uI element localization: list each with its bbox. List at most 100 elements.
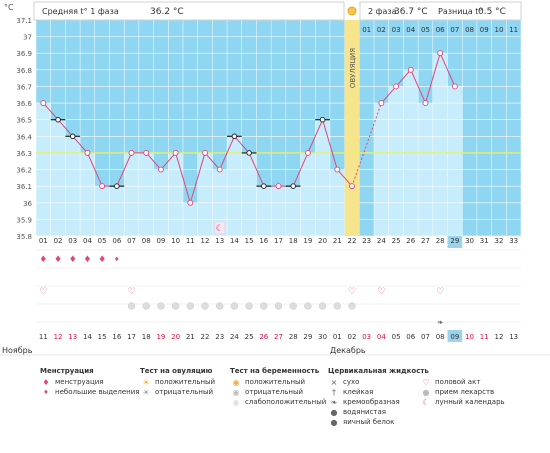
temperature-bar: [315, 119, 330, 236]
legend-other: . ♡половой акт ●прием лекарств ☾лунный к…: [420, 367, 505, 449]
y-tick-label: 37: [23, 34, 32, 42]
legend-item: менструация: [55, 378, 104, 386]
y-tick-label: 36.5: [16, 117, 32, 125]
cycle-day: 29: [450, 237, 459, 245]
bear-positive-icon: ◉: [232, 377, 240, 387]
cycle-day: 17: [274, 237, 283, 245]
legend-item: прием лекарств: [435, 388, 495, 396]
post-ovulation-day: 06: [436, 26, 445, 34]
temperature-bar: [109, 186, 125, 236]
cycle-day: 21: [333, 237, 342, 245]
calendar-date: 10: [465, 333, 474, 341]
temp-point: [128, 149, 135, 156]
temp-point: [393, 83, 400, 90]
temp-point: [55, 116, 61, 123]
y-tick-label: 36.3: [16, 150, 32, 158]
temp-point: [99, 183, 106, 190]
temperature-bar: [50, 119, 66, 236]
temperature-bar: [432, 53, 448, 236]
temperature-line: [42, 102, 353, 205]
pill-icon: [142, 302, 150, 310]
cycle-day: 27: [421, 237, 430, 245]
watery-icon: ●: [330, 407, 338, 417]
calendar-date: 12: [494, 333, 503, 341]
legend-item: лунный календарь: [435, 398, 505, 406]
y-tick-label: 36.2: [16, 167, 32, 175]
temp-point: [157, 166, 164, 173]
calendar-date: 24: [230, 333, 239, 341]
cycle-day: 18: [289, 237, 298, 245]
small-drop-icon: ♦: [43, 388, 49, 396]
temp-point: [172, 149, 179, 156]
cycle-day: 22: [348, 237, 357, 245]
post-ovulation-day: 04: [406, 26, 415, 34]
calendar-date: 06: [406, 333, 415, 341]
egg-white-icon: ●: [330, 417, 338, 427]
y-tick-label: 36.8: [16, 67, 32, 75]
temp-point: [143, 149, 150, 156]
cycle-day: 13: [215, 237, 224, 245]
temperature-bar: [168, 152, 183, 236]
cycle-day: 32: [494, 237, 503, 245]
y-tick-label: 36.6: [16, 100, 32, 108]
phase1-label: Средняя t° 1 фаза: [42, 7, 119, 16]
temp-point: [334, 166, 341, 173]
post-ovulation-day: 11: [509, 26, 518, 34]
temperature-bar: [80, 152, 95, 236]
cycle-day: 25: [392, 237, 401, 245]
calendar-date: 26: [259, 333, 268, 341]
post-ovulation-day: 03: [392, 26, 401, 34]
temp-point: [69, 133, 76, 140]
temp-point: [319, 116, 326, 123]
menstruation-icon: ♦: [83, 255, 91, 265]
post-ovulation-day: 09: [480, 26, 489, 34]
temp-point: [261, 183, 267, 189]
month-november: Ноябрь: [2, 346, 33, 355]
calendar-date: 20: [171, 333, 180, 341]
phase2-box: [359, 1, 522, 21]
legend-item: водянистая: [343, 408, 387, 416]
pill-icon: [127, 302, 136, 310]
heart-icon: ♡: [422, 377, 430, 387]
cycle-day: 03: [68, 237, 77, 245]
calendar-date: 29: [303, 333, 312, 341]
calendar-date: 18: [142, 333, 151, 341]
intercourse-icon: ♡: [127, 287, 135, 297]
diff-value: 0.5 °C: [478, 7, 506, 17]
cycle-day: 20: [318, 237, 327, 245]
calendar-date: 11: [480, 333, 489, 341]
pill-icon: ●: [422, 387, 430, 397]
menstruation-icon: ♦: [54, 255, 62, 265]
plot-area: 35.8 35.9 36 36.1 36.2 36.3 36.4 36.5 36.6 36.7 36…: [0, 17, 550, 356]
calendar-date: 16: [112, 333, 121, 341]
temp-point: [407, 66, 414, 73]
temperature-bar: [138, 152, 154, 236]
cycle-day: 06: [112, 237, 121, 245]
y-tick-label: 36.1: [16, 183, 32, 191]
intercourse-icon: ♡: [436, 287, 444, 297]
menstruation-icon: ♦: [69, 255, 77, 265]
calendar-date: 17: [127, 333, 136, 341]
phase1-box: [33, 1, 345, 21]
temp-point: [231, 133, 238, 140]
post-ovulation-day: 02: [377, 26, 386, 34]
calendar-date: 19: [156, 333, 165, 341]
temp-point: [84, 149, 91, 156]
calendar-date: 27: [274, 333, 283, 341]
today-date-highlight: [447, 330, 463, 342]
temp-point: [437, 50, 444, 57]
legend-item: отрицательный: [155, 388, 214, 396]
cycle-day: 09: [156, 237, 165, 245]
cycle-day: 08: [142, 237, 151, 245]
temp-point: [349, 183, 355, 190]
calendar-date: 21: [186, 333, 195, 341]
diff-label: Разница t°: [438, 7, 482, 16]
pill-icon: [186, 302, 194, 310]
temperature-bar: [285, 186, 301, 236]
y-tick-label: 36.4: [16, 133, 32, 141]
calendar-date: 04: [377, 333, 386, 341]
pill-icon: [348, 302, 356, 310]
calendar-date: 12: [54, 333, 63, 341]
legend-item: слабоположительный: [245, 398, 327, 406]
legend-item: яичный белок: [343, 418, 395, 426]
